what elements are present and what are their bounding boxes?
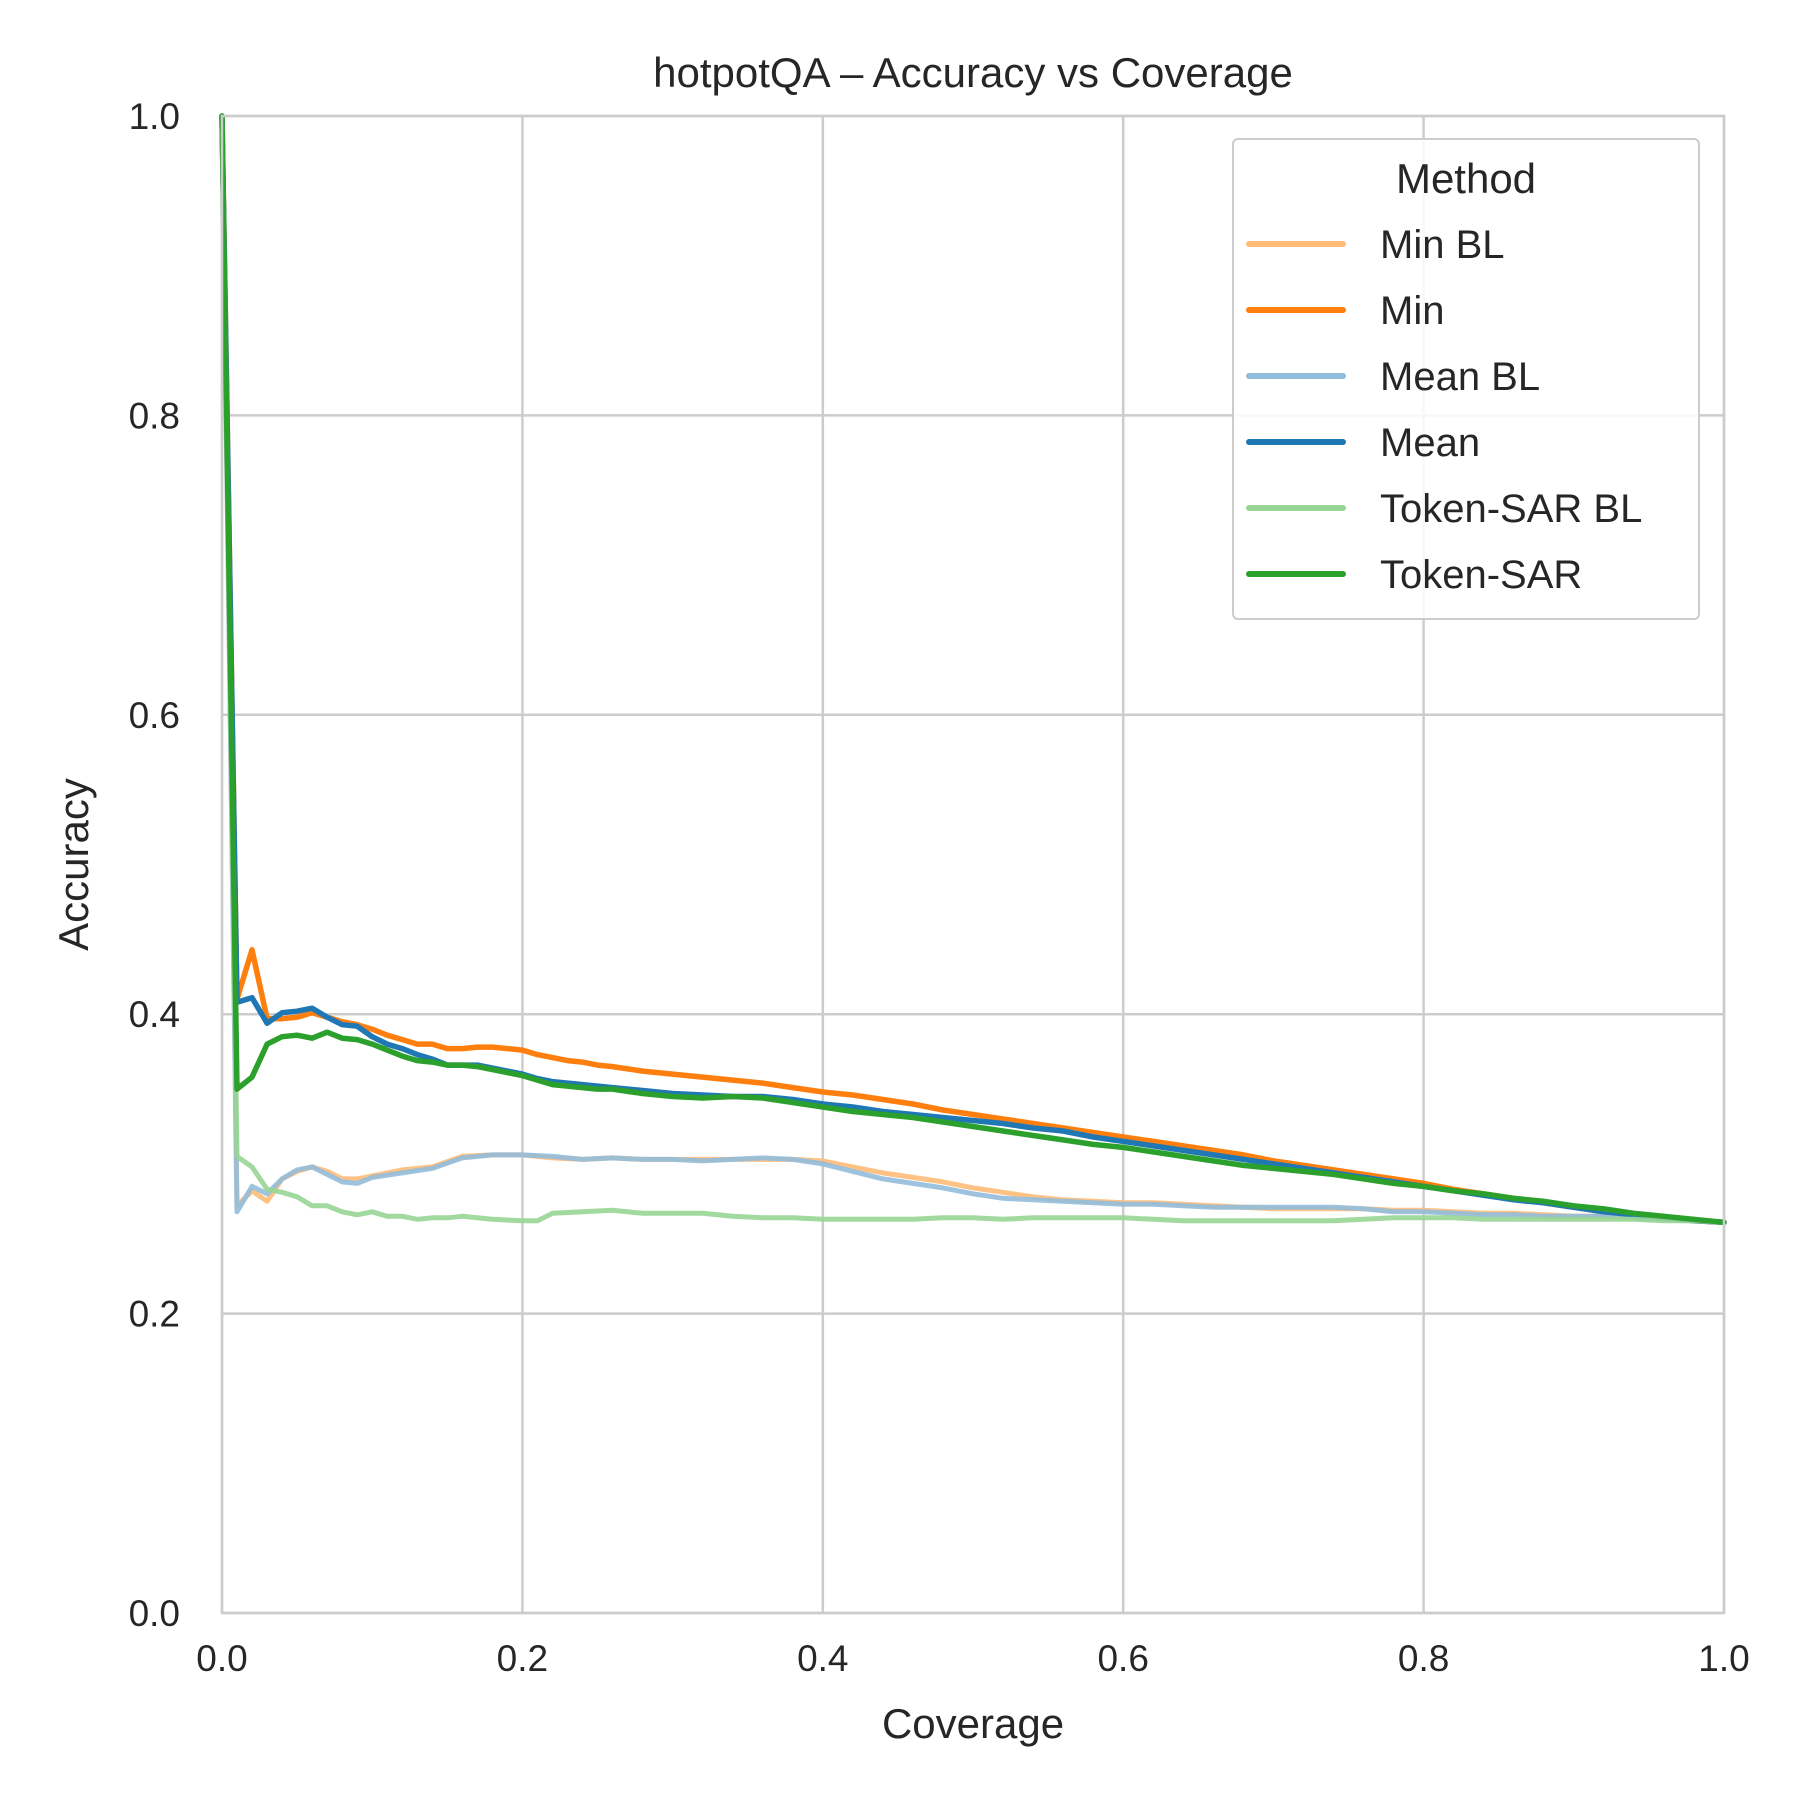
y-axis-label: Accuracy: [50, 778, 97, 951]
series-line-token-sar-bl: [219, 113, 1727, 1225]
series-lines: [219, 113, 1727, 1226]
legend-label: Token-SAR: [1380, 553, 1582, 597]
y-tick-label: 0.2: [129, 1294, 180, 1335]
legend-label: Min: [1380, 289, 1444, 333]
legend: Method Min BL Min Mean BL Mean Token-SAR BL T…: [1232, 138, 1700, 620]
plot-frame: [220, 114, 1726, 1615]
legend-box: [1232, 138, 1700, 620]
y-tick-label: 1.0: [129, 96, 180, 137]
y-tick-label: 0.0: [129, 1593, 180, 1634]
series-line-mean-bl: [219, 113, 1727, 1225]
x-tick-label: 0.6: [1097, 1638, 1148, 1679]
chart-title: hotpotQA – Accuracy vs Coverage: [653, 49, 1293, 96]
x-tick-label: 0.4: [797, 1638, 848, 1679]
x-axis-label: Coverage: [882, 1700, 1064, 1747]
legend-label: Token-SAR BL: [1380, 487, 1642, 531]
series-line-token-sar: [219, 113, 1727, 1226]
legend-entries: Min BL Min Mean BL Mean Token-SAR BL Token-SA…: [1246, 223, 1642, 597]
x-tick-label: 0.2: [497, 1638, 548, 1679]
series-line-min: [219, 113, 1727, 1226]
x-tick-label: 0.8: [1398, 1638, 1449, 1679]
tick-labels: 0.0 0.2 0.4 0.6 0.8 1.0 0.0 0.2 0.4 0.6 0.8 1.0: [129, 96, 1750, 1679]
legend-label: Mean BL: [1380, 355, 1540, 399]
x-tick-label: 0.0: [196, 1638, 247, 1679]
y-tick-label: 0.6: [129, 695, 180, 736]
legend-label: Mean: [1380, 421, 1480, 465]
x-tick-label: 1.0: [1698, 1638, 1749, 1679]
legend-title: Method: [1396, 155, 1536, 202]
y-tick-label: 0.8: [129, 395, 180, 436]
y-tick-label: 0.4: [129, 994, 180, 1035]
legend-label: Min BL: [1380, 223, 1505, 267]
